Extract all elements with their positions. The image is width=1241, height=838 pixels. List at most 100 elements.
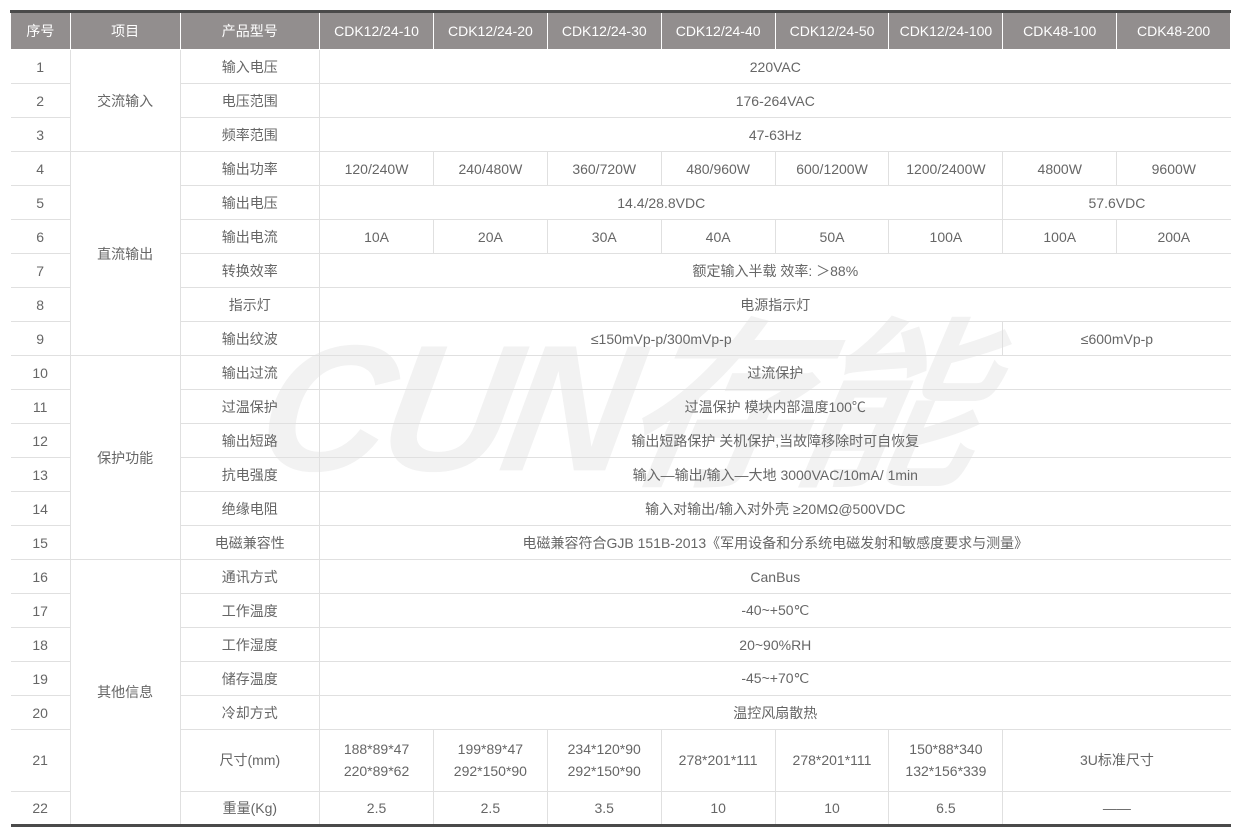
- value-cell: 150*88*340132*156*339: [889, 730, 1003, 792]
- category-cell: 保护功能: [70, 356, 180, 560]
- prop-cell: 储存温度: [180, 662, 320, 696]
- seq-cell: 11: [11, 390, 71, 424]
- value-cell: 480/960W: [661, 152, 775, 186]
- prop-cell: 工作温度: [180, 594, 320, 628]
- value-cell: 温控风扇散热: [320, 696, 1231, 730]
- seq-cell: 1: [11, 50, 71, 84]
- value-cell: 199*89*47292*150*90: [433, 730, 547, 792]
- value-cell: CanBus: [320, 560, 1231, 594]
- table-row: 22 重量(Kg) 2.5 2.5 3.5 10 10 6.5 ——: [11, 791, 1231, 825]
- prop-cell: 通讯方式: [180, 560, 320, 594]
- header-model-8: CDK48-200: [1117, 12, 1231, 50]
- value-cell: 输入—输出/输入—大地 3000VAC/10mA/ 1min: [320, 458, 1231, 492]
- value-cell: 10: [661, 791, 775, 825]
- prop-cell: 输出短路: [180, 424, 320, 458]
- value-cell: 过流保护: [320, 356, 1231, 390]
- value-cell: ≤150mVp-p/300mVp-p: [320, 322, 1003, 356]
- table-row: 7 转换效率 额定输入半载 效率: ＞88%: [11, 254, 1231, 288]
- prop-cell: 输出功率: [180, 152, 320, 186]
- value-cell: 220VAC: [320, 50, 1231, 84]
- value-cell: 176-264VAC: [320, 84, 1231, 118]
- header-model-5: CDK12/24-50: [775, 12, 889, 50]
- prop-cell: 输入电压: [180, 50, 320, 84]
- value-cell: 1200/2400W: [889, 152, 1003, 186]
- table-row: 3 频率范围 47-63Hz: [11, 118, 1231, 152]
- value-cell: 50A: [775, 220, 889, 254]
- prop-cell: 过温保护: [180, 390, 320, 424]
- seq-cell: 20: [11, 696, 71, 730]
- prop-cell: 转换效率: [180, 254, 320, 288]
- value-cell: 10A: [320, 220, 434, 254]
- value-cell: 电磁兼容符合GJB 151B-2013《军用设备和分系统电磁发射和敏感度要求与测…: [320, 526, 1231, 560]
- table-row: 12 输出短路 输出短路保护 关机保护,当故障移除时可自恢复: [11, 424, 1231, 458]
- value-cell: 188*89*47220*89*62: [320, 730, 434, 792]
- category-cell: 直流输出: [70, 152, 180, 356]
- seq-cell: 16: [11, 560, 71, 594]
- prop-cell: 抗电强度: [180, 458, 320, 492]
- value-cell: 2.5: [320, 791, 434, 825]
- seq-cell: 12: [11, 424, 71, 458]
- value-cell: 57.6VDC: [1003, 186, 1231, 220]
- prop-cell: 尺寸(mm): [180, 730, 320, 792]
- value-cell: ≤600mVp-p: [1003, 322, 1231, 356]
- header-property: 产品型号: [180, 12, 320, 50]
- prop-cell: 输出纹波: [180, 322, 320, 356]
- value-cell: 20A: [433, 220, 547, 254]
- value-cell: -40~+50℃: [320, 594, 1231, 628]
- seq-cell: 21: [11, 730, 71, 792]
- header-model-6: CDK12/24-100: [889, 12, 1003, 50]
- value-cell: 6.5: [889, 791, 1003, 825]
- prop-cell: 工作湿度: [180, 628, 320, 662]
- value-cell: 4800W: [1003, 152, 1117, 186]
- prop-cell: 输出电流: [180, 220, 320, 254]
- value-cell: 电源指示灯: [320, 288, 1231, 322]
- prop-cell: 频率范围: [180, 118, 320, 152]
- value-cell: 9600W: [1117, 152, 1231, 186]
- seq-cell: 18: [11, 628, 71, 662]
- category-cell: 交流输入: [70, 50, 180, 152]
- table-row: 11 过温保护 过温保护 模块内部温度100℃: [11, 390, 1231, 424]
- value-cell: 2.5: [433, 791, 547, 825]
- value-cell: 3.5: [547, 791, 661, 825]
- value-cell: 14.4/28.8VDC: [320, 186, 1003, 220]
- seq-cell: 4: [11, 152, 71, 186]
- value-cell: 额定输入半载 效率: ＞88%: [320, 254, 1231, 288]
- seq-cell: 15: [11, 526, 71, 560]
- value-cell: 240/480W: [433, 152, 547, 186]
- value-cell: 200A: [1117, 220, 1231, 254]
- seq-cell: 10: [11, 356, 71, 390]
- seq-cell: 22: [11, 791, 71, 825]
- seq-cell: 7: [11, 254, 71, 288]
- value-cell: 输出短路保护 关机保护,当故障移除时可自恢复: [320, 424, 1231, 458]
- table-row: 6 输出电流 10A 20A 30A 40A 50A 100A 100A 200…: [11, 220, 1231, 254]
- value-cell: ——: [1003, 791, 1231, 825]
- table-row: 20 冷却方式 温控风扇散热: [11, 696, 1231, 730]
- table-row: 17 工作温度 -40~+50℃: [11, 594, 1231, 628]
- value-cell: 100A: [1003, 220, 1117, 254]
- table-row: 16 其他信息 通讯方式 CanBus: [11, 560, 1231, 594]
- value-cell: 278*201*111: [775, 730, 889, 792]
- spec-table: 序号 项目 产品型号 CDK12/24-10 CDK12/24-20 CDK12…: [10, 10, 1231, 827]
- value-cell: 100A: [889, 220, 1003, 254]
- table-row: 21 尺寸(mm) 188*89*47220*89*62 199*89*4729…: [11, 730, 1231, 792]
- seq-cell: 14: [11, 492, 71, 526]
- seq-cell: 3: [11, 118, 71, 152]
- seq-cell: 5: [11, 186, 71, 220]
- value-cell: 10: [775, 791, 889, 825]
- header-category: 项目: [70, 12, 180, 50]
- seq-cell: 2: [11, 84, 71, 118]
- value-cell: 600/1200W: [775, 152, 889, 186]
- value-cell: 360/720W: [547, 152, 661, 186]
- prop-cell: 电压范围: [180, 84, 320, 118]
- value-cell: 3U标准尺寸: [1003, 730, 1231, 792]
- prop-cell: 输出电压: [180, 186, 320, 220]
- table-row: 9 输出纹波 ≤150mVp-p/300mVp-p ≤600mVp-p: [11, 322, 1231, 356]
- seq-cell: 9: [11, 322, 71, 356]
- value-cell: 30A: [547, 220, 661, 254]
- value-cell: 输入对输出/输入对外壳 ≥20MΩ@500VDC: [320, 492, 1231, 526]
- header-model-7: CDK48-100: [1003, 12, 1117, 50]
- table-row: 13 抗电强度 输入—输出/输入—大地 3000VAC/10mA/ 1min: [11, 458, 1231, 492]
- table-row: 18 工作湿度 20~90%RH: [11, 628, 1231, 662]
- table-row: 15 电磁兼容性 电磁兼容符合GJB 151B-2013《军用设备和分系统电磁发…: [11, 526, 1231, 560]
- prop-cell: 冷却方式: [180, 696, 320, 730]
